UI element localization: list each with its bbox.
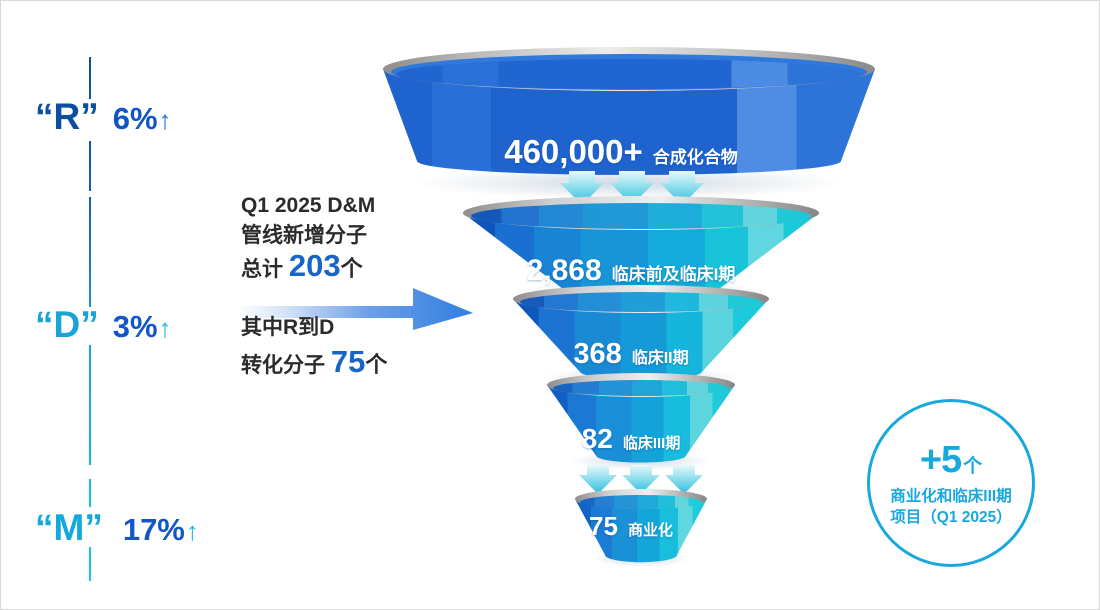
callout-lower-line-1: 其中R到D xyxy=(241,316,335,339)
callout-convert-unit: 个 xyxy=(365,352,388,377)
rdm-letter-d: “D” xyxy=(35,304,99,345)
rdm-row-m: “M” 17% ↑ xyxy=(35,507,265,549)
axis-line-segment xyxy=(89,479,91,507)
funnel-label-1: 460,000+ 合成化合物 xyxy=(371,133,871,171)
flow-arrows-group-1 xyxy=(560,171,704,205)
funnel-name-2: 临床前及临床I期 xyxy=(611,265,736,284)
badge-headline: +5 个 xyxy=(920,439,982,482)
funnel-tier-4 xyxy=(547,373,735,470)
callout-upper: Q1 2025 D&M 管线新增分子 总计 203个 xyxy=(241,191,461,285)
badge-plus-value: +5 xyxy=(919,438,962,481)
rdm-percent-r: 6% xyxy=(112,101,158,136)
funnel-name-1: 合成化合物 xyxy=(652,148,738,167)
funnel-value-3: 368 xyxy=(573,338,622,370)
axis-line-segment xyxy=(89,345,91,465)
funnel-label-4: 82 临床III期 xyxy=(371,423,891,455)
funnel-tier-3 xyxy=(513,285,769,387)
funnel-label-5: 75 商业化 xyxy=(371,511,891,542)
rdm-letter-m: “M” xyxy=(35,507,103,548)
rdm-letter-r: “R” xyxy=(35,96,99,137)
funnel-name-3: 临床II期 xyxy=(631,350,689,367)
up-arrow-icon: ↑ xyxy=(185,516,199,546)
callout-convert-prefix: 转化分子 xyxy=(241,354,331,377)
up-arrow-icon: ↑ xyxy=(158,313,172,343)
badge-sub-line-1: 商业化和临床III期 xyxy=(890,487,1012,505)
funnel-tier-1 xyxy=(383,47,875,199)
rdm-axis: “R” 6% ↑ “D” 3% ↑ “M” 17% ↑ xyxy=(1,1,261,609)
funnel-name-4: 临床III期 xyxy=(622,435,681,452)
rdm-row-r: “R” 6% ↑ xyxy=(35,96,265,138)
axis-line-segment xyxy=(89,197,91,307)
axis-line-segment xyxy=(89,57,91,99)
rdm-percent-d: 3% xyxy=(112,309,158,344)
axis-line-segment xyxy=(89,547,91,581)
callout-total-prefix: 总计 xyxy=(241,258,289,281)
badge-unit: 个 xyxy=(963,455,983,477)
flow-arrows-group-2 xyxy=(579,465,703,494)
funnel-value-4: 82 xyxy=(581,423,613,454)
callout-line-3: 总计 203个 xyxy=(241,248,461,285)
callout-line-2: 管线新增分子 xyxy=(241,224,367,247)
callout-line-1: Q1 2025 D&M xyxy=(241,194,376,217)
callout-total-unit: 个 xyxy=(340,256,363,281)
callout-lower-line-2: 转化分子 75个 xyxy=(241,345,471,383)
funnel-chart: 460,000+ 合成化合物 2,868 临床前及临床I期 368 临床II期 … xyxy=(371,41,891,601)
funnel-value-1: 460,000+ xyxy=(504,133,643,170)
rdm-row-d: “D” 3% ↑ xyxy=(35,304,265,346)
funnel-graphic xyxy=(383,47,875,567)
funnel-value-2: 2,868 xyxy=(526,254,602,287)
callout-total-number: 203 xyxy=(288,248,341,283)
axis-line-segment xyxy=(89,141,91,191)
funnel-label-3: 368 临床II期 xyxy=(371,338,891,371)
flow-arrow-icon xyxy=(238,288,473,330)
callout-convert-number: 75 xyxy=(330,344,366,379)
funnel-value-5: 75 xyxy=(589,511,618,541)
badge-sub-line-2: 项目（Q1 2025） xyxy=(890,508,1012,526)
funnel-name-5: 商业化 xyxy=(627,522,673,539)
rdm-percent-m: 17% xyxy=(122,512,185,547)
commercialization-badge: +5 个 商业化和临床III期 项目（Q1 2025） xyxy=(867,399,1035,567)
up-arrow-icon: ↑ xyxy=(158,105,172,135)
funnel-tier-5 xyxy=(575,489,707,567)
funnel-label-2: 2,868 临床前及临床I期 xyxy=(371,254,891,288)
callout-lower: 其中R到D 转化分子 75个 xyxy=(241,311,471,383)
